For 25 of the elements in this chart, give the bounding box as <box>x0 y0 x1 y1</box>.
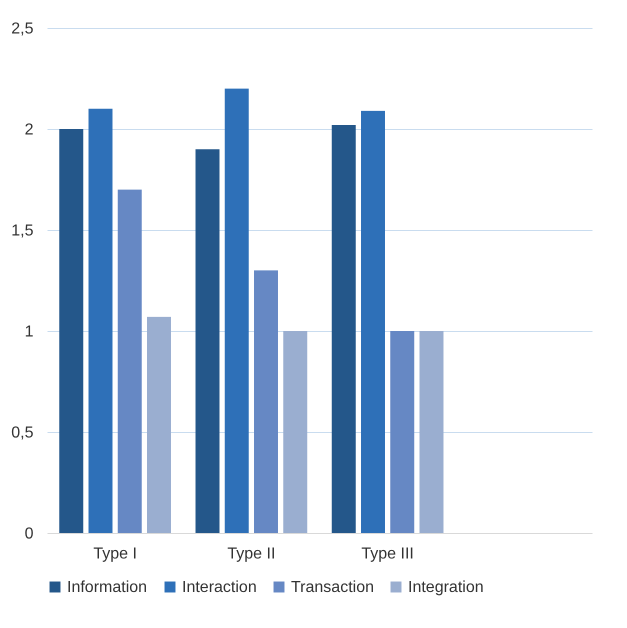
y-tick-label: 0,5 <box>11 424 34 442</box>
bar <box>147 316 171 533</box>
bar <box>118 190 142 533</box>
bar <box>59 129 84 533</box>
x-tick-label: Type I <box>93 546 137 562</box>
y-tick-label: 1,5 <box>11 222 34 240</box>
bar <box>88 108 112 533</box>
legend-label: Interaction <box>182 579 257 596</box>
y-tick-label: 1 <box>24 324 34 340</box>
x-tick-label: Type II <box>227 546 276 562</box>
legend-label: Transaction <box>291 579 374 596</box>
bar <box>420 331 444 533</box>
bar <box>361 110 385 533</box>
y-tick-label: 2 <box>24 122 34 138</box>
y-tick-label: 0 <box>24 526 34 542</box>
y-tick-label: 2,5 <box>11 20 34 38</box>
bar <box>332 124 356 533</box>
bar <box>196 149 220 533</box>
legend-label: Integration <box>408 579 484 596</box>
x-tick-label: Type III <box>361 546 414 562</box>
legend-label: Information <box>67 579 148 596</box>
bar <box>283 331 308 533</box>
bar <box>224 88 249 533</box>
bar <box>390 331 414 533</box>
bar <box>254 270 278 533</box>
